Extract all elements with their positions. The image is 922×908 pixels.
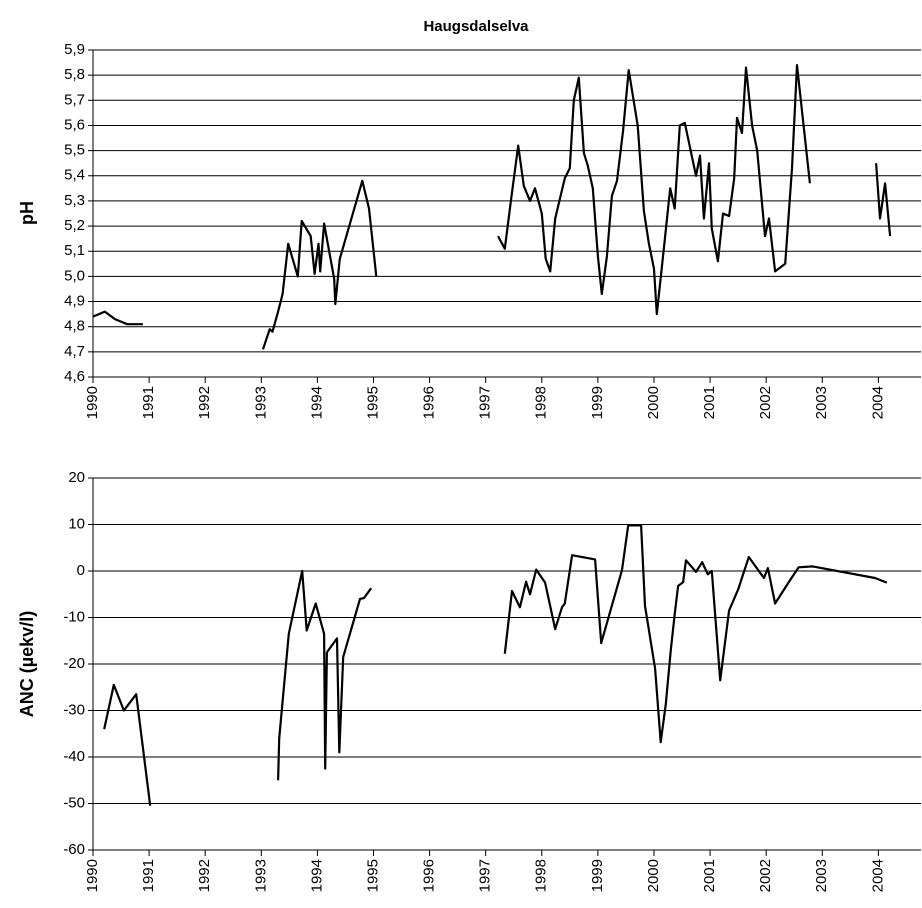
x-tick-label: 1990 [84, 859, 101, 892]
y-tick-label: -30 [63, 701, 85, 718]
x-tick-label: 2001 [701, 386, 718, 419]
y-tick-label: -10 [63, 608, 85, 625]
y-tick-label: 5,8 [64, 66, 85, 83]
x-tick-label: 2004 [869, 859, 886, 892]
y-axis-label: ANC (µekv/l) [17, 611, 37, 717]
y-tick-label: -60 [63, 841, 85, 858]
x-tick-label: 1999 [589, 859, 606, 892]
x-tick-label: 2002 [757, 859, 774, 892]
x-tick-label: 1994 [308, 859, 325, 892]
x-tick-label: 1997 [477, 386, 494, 419]
x-tick-label: 1995 [364, 386, 381, 419]
x-tick-label: 1995 [364, 859, 381, 892]
y-axis-label: pH [17, 201, 37, 225]
x-tick-label: 1993 [252, 386, 269, 419]
y-tick-label: 5,3 [64, 192, 85, 209]
x-tick-label: 1996 [421, 386, 438, 419]
x-tick-label: 2004 [869, 386, 886, 419]
x-tick-label: 1991 [140, 386, 157, 419]
x-tick-label: 1994 [308, 386, 325, 419]
x-tick-label: 2000 [645, 386, 662, 419]
x-tick-label: 1998 [533, 386, 550, 419]
x-tick-label: 2001 [701, 859, 718, 892]
x-tick-label: 1999 [589, 386, 606, 419]
chart-title: Haugsdalselva [423, 18, 529, 35]
x-tick-label: 1997 [477, 859, 494, 892]
x-tick-label: 1992 [196, 859, 213, 892]
y-tick-label: 5,5 [64, 142, 85, 159]
x-tick-label: 2003 [813, 386, 830, 419]
y-tick-label: -20 [63, 655, 85, 672]
x-tick-label: 1992 [196, 386, 213, 419]
y-tick-label: 4,8 [64, 318, 85, 335]
x-tick-label: 2000 [645, 859, 662, 892]
x-tick-label: 1998 [533, 859, 550, 892]
y-tick-label: 5,2 [64, 217, 85, 234]
y-tick-label: 0 [77, 562, 85, 579]
y-tick-label: -50 [63, 794, 85, 811]
y-tick-label: 5,9 [64, 41, 85, 58]
y-tick-label: 20 [68, 469, 85, 486]
data-line [103, 524, 888, 806]
y-tick-label: 5,4 [64, 167, 85, 184]
x-tick-label: 1991 [140, 859, 157, 892]
y-tick-label: -40 [63, 748, 85, 765]
y-tick-label: 10 [68, 515, 85, 532]
y-tick-label: 5,6 [64, 116, 85, 133]
y-tick-label: 5,1 [64, 242, 85, 259]
x-tick-label: 1990 [84, 386, 101, 419]
y-tick-label: 4,9 [64, 293, 85, 310]
y-tick-label: 5,0 [64, 267, 85, 284]
y-tick-label: 4,6 [64, 368, 85, 385]
x-tick-label: 1993 [252, 859, 269, 892]
y-tick-label: 4,7 [64, 343, 85, 360]
x-tick-label: 2002 [757, 386, 774, 419]
x-tick-label: 1996 [421, 859, 438, 892]
x-tick-label: 2003 [813, 859, 830, 892]
data-line [92, 63, 892, 350]
y-tick-label: 5,7 [64, 91, 85, 108]
